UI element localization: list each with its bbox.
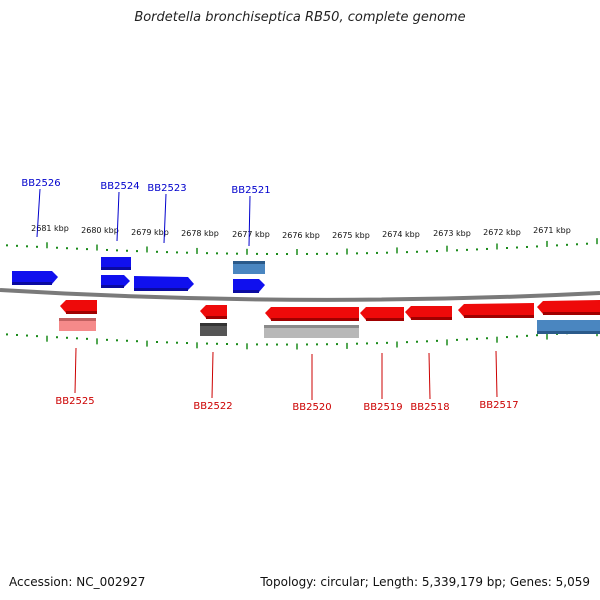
forward-ruler-ticks: [6, 238, 598, 256]
gene-label-bb2523[interactable]: BB2523: [147, 183, 186, 194]
kbp-label: 2671 kbp: [533, 226, 571, 235]
gene-bb2520-arrow[interactable]: [265, 307, 359, 321]
gene-bb2521-highlight-box[interactable]: [233, 261, 265, 274]
gene-bb2517-arrow[interactable]: [458, 303, 534, 318]
gene-bb2520-gray-box[interactable]: [264, 325, 359, 338]
gene-label-bb2519[interactable]: BB2519: [363, 402, 402, 413]
kbp-label: 2675 kbp: [332, 231, 370, 240]
gene-bb2521-arrow[interactable]: [233, 279, 265, 293]
gene-leader-line: [428, 352, 431, 400]
gene-edge-red-arrow[interactable]: [537, 300, 600, 315]
kbp-label: 2679 kbp: [131, 228, 169, 237]
gene-bb2522-arrow[interactable]: [200, 305, 227, 319]
gene-leader-line: [74, 347, 77, 394]
gene-bb2525-light-box[interactable]: [59, 318, 96, 331]
gene-bb2524-arrow[interactable]: [101, 275, 130, 288]
kbp-label: 2673 kbp: [433, 229, 471, 238]
gene-label-bb2524[interactable]: BB2524: [100, 181, 139, 192]
kbp-label: 2681 kbp: [31, 224, 69, 233]
gene-bb2518-arrow[interactable]: [405, 306, 452, 320]
gene-label-bb2526[interactable]: BB2526: [21, 178, 60, 189]
gene-label-bb2525[interactable]: BB2525: [55, 396, 94, 407]
gene-label-bb2520[interactable]: BB2520: [292, 402, 331, 413]
gene-bb2524-top-box[interactable]: [101, 257, 131, 270]
gene-label-bb2521[interactable]: BB2521: [231, 185, 270, 196]
gene-label-bb2517[interactable]: BB2517: [479, 400, 518, 411]
gene-bb2522-gray-box[interactable]: [200, 323, 227, 336]
gene-bb2523-arrow[interactable]: [134, 276, 194, 291]
kbp-label: 2672 kbp: [483, 228, 521, 237]
accession-text: Accession: NC_002927: [9, 575, 146, 589]
kbp-label: 2674 kbp: [382, 230, 420, 239]
genome-summary-text: Topology: circular; Length: 5,339,179 bp…: [260, 575, 590, 589]
gene-leader-line: [163, 193, 167, 244]
gene-leader-line: [36, 188, 41, 238]
kbp-label: 2677 kbp: [232, 230, 270, 239]
gene-bb2526-arrow[interactable]: [12, 271, 58, 285]
kbp-label: 2678 kbp: [181, 229, 219, 238]
gene-leader-line: [248, 195, 251, 247]
gene-edge-highlight-box[interactable]: [537, 320, 600, 334]
gene-leader-line: [495, 350, 498, 398]
gene-leader-line: [211, 351, 214, 399]
gene-bb2519-arrow[interactable]: [360, 307, 404, 321]
kbp-label: 2676 kbp: [282, 231, 320, 240]
gene-label-bb2522[interactable]: BB2522: [193, 401, 232, 412]
gene-bb2525-arrow[interactable]: [60, 300, 97, 314]
map-title: Bordetella bronchiseptica RB50, complete…: [134, 10, 466, 25]
kbp-label: 2680 kbp: [81, 226, 119, 235]
gene-leader-line: [116, 191, 120, 242]
genome-backbone: [0, 288, 600, 302]
gene-label-bb2518[interactable]: BB2518: [410, 402, 449, 413]
